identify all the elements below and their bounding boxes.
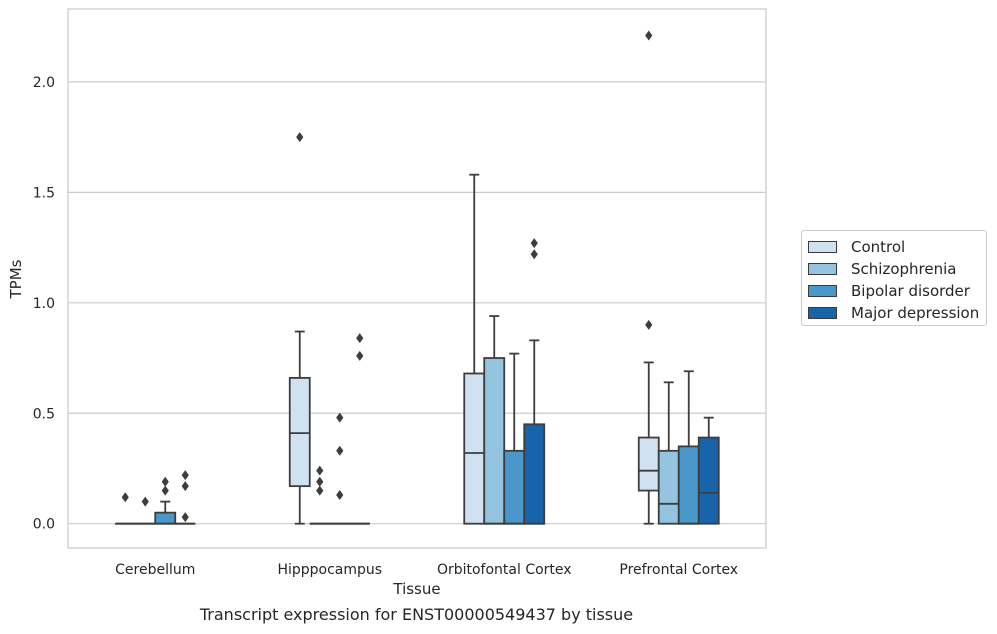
box-iqr (657, 449, 680, 525)
box-bipolar-disorder-2 (503, 352, 526, 525)
box-control-1 (288, 132, 311, 525)
outlier-point (356, 333, 364, 344)
outlier-point (161, 485, 169, 496)
y-tick-label: 1.5 (33, 185, 55, 201)
outlier-point (316, 476, 324, 487)
box-iqr (288, 377, 311, 488)
outlier-point (181, 470, 189, 481)
x-axis-ticks: Cerebellum Hipppocampus Orbitofontal Corte… (115, 562, 738, 578)
y-tick-label: 2.0 (33, 75, 55, 91)
legend-item: Schizophrenia (808, 258, 980, 280)
box-iqr (154, 511, 177, 525)
outlier-point (181, 481, 189, 492)
box-schizophrenia-0 (135, 496, 156, 525)
x-tick-label: Orbitofontal Cortex (437, 562, 572, 578)
y-tick-label: 0.5 (33, 406, 55, 422)
legend-item: Bipolar disorder (808, 280, 980, 302)
x-tick-label: Prefrontal Cortex (619, 562, 738, 578)
outlier-point (645, 319, 653, 330)
y-tick-label: 0.0 (33, 517, 55, 533)
outlier-point (336, 445, 344, 456)
box-schizophrenia-2 (483, 315, 506, 525)
chart-caption: Transcript expression for ENST0000054943… (199, 605, 634, 624)
box-iqr (637, 436, 660, 492)
legend-swatch (808, 241, 837, 253)
legend-swatch (808, 285, 837, 297)
boxes-layer (115, 30, 720, 525)
outlier-point (181, 512, 189, 523)
legend-label: Control (851, 238, 906, 256)
box-iqr (523, 423, 546, 525)
outlier-point (645, 30, 653, 41)
legend-label: Schizophrenia (851, 260, 957, 278)
box-schizophrenia-1 (309, 465, 330, 525)
legend-item: Major depression (808, 302, 980, 324)
x-tick-label: Cerebellum (115, 562, 195, 578)
legend: Control Schizophrenia Bipolar disorder Majo… (801, 230, 987, 326)
box-iqr (697, 436, 720, 525)
outlier-point (356, 350, 364, 361)
plot-area-frame (67, 8, 767, 549)
outlier-point (530, 238, 538, 249)
x-tick-label: Hipppocampus (277, 562, 382, 578)
box-major-depression-2 (523, 238, 546, 525)
box-iqr (677, 445, 700, 525)
box-iqr (463, 372, 486, 525)
outlier-point (296, 132, 304, 143)
box-control-2 (463, 173, 486, 525)
box-bipolar-disorder-1 (329, 412, 350, 525)
legend-item: Control (808, 236, 980, 258)
x-axis-label: Tissue (392, 580, 440, 598)
outlier-point (161, 476, 169, 487)
box-major-depression-0 (175, 470, 196, 525)
outlier-point (530, 249, 538, 260)
y-axis-ticks: 0.0 0.5 1.0 1.5 2.0 (33, 75, 55, 533)
outlier-point (316, 485, 324, 496)
outlier-point (316, 465, 324, 476)
box-iqr (503, 449, 526, 525)
box-bipolar-disorder-0 (154, 476, 177, 525)
outlier-point (121, 492, 129, 503)
legend-swatch (808, 263, 837, 275)
legend-swatch (808, 307, 837, 319)
outlier-point (336, 489, 344, 500)
box-schizophrenia-3 (657, 381, 680, 525)
y-axis-label: TPMs (7, 259, 25, 299)
outlier-point (141, 496, 149, 507)
box-bipolar-disorder-3 (677, 370, 700, 525)
legend-label: Bipolar disorder (851, 282, 970, 300)
legend-label: Major depression (851, 304, 980, 322)
box-major-depression-1 (349, 333, 370, 525)
box-control-3 (637, 30, 660, 525)
box-control-0 (115, 492, 136, 525)
box-iqr (483, 357, 506, 525)
y-tick-label: 1.0 (33, 296, 55, 312)
box-major-depression-3 (697, 416, 720, 525)
outlier-point (336, 412, 344, 423)
